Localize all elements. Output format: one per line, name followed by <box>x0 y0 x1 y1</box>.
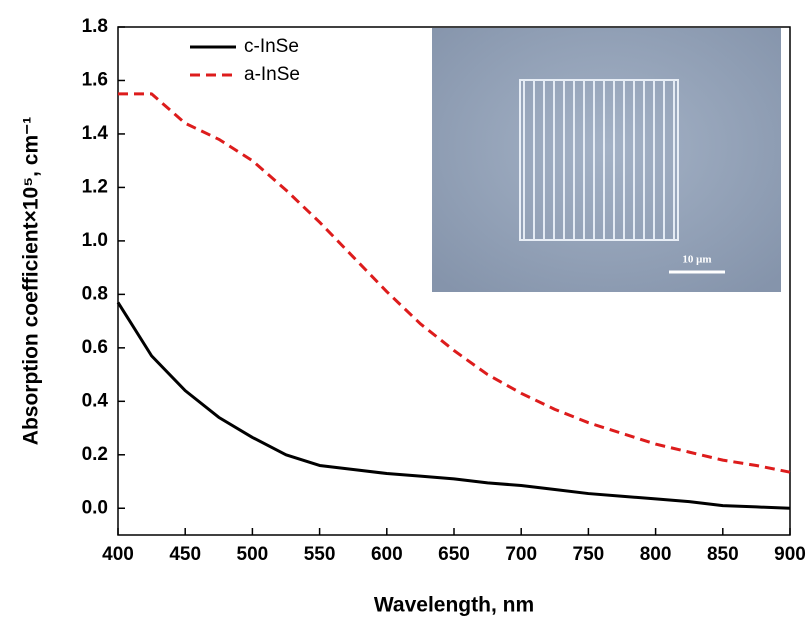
y-tick-label: 1.0 <box>82 230 108 251</box>
y-axis-label: Absorption coefficient×10⁵, cm⁻¹ <box>20 117 43 445</box>
y-tick-label: 0.8 <box>82 283 108 304</box>
micrograph <box>432 28 781 292</box>
y-tick-label: 1.8 <box>82 16 108 37</box>
y-tick-label: 1.6 <box>82 69 108 90</box>
y-tick-label: 1.4 <box>82 123 109 144</box>
x-tick-label: 650 <box>438 544 470 565</box>
x-tick-label: 600 <box>371 544 403 565</box>
x-tick-label: 700 <box>505 544 537 565</box>
y-tick-label: 0.2 <box>82 444 108 465</box>
y-tick-label: 0.6 <box>82 337 108 358</box>
pattern-stripes <box>523 80 675 240</box>
scale-label: 10 μm <box>682 254 711 266</box>
inset-image: 10 μm <box>432 28 781 292</box>
pattern-frame <box>519 79 679 241</box>
x-axis-label: Wavelength, nm <box>374 594 534 617</box>
x-tick-label: 400 <box>102 544 134 565</box>
x-tick-label: 750 <box>573 544 605 565</box>
y-tick-label: 1.2 <box>82 176 108 197</box>
x-tick-label: 500 <box>237 544 269 565</box>
x-tick-label: 850 <box>707 544 739 565</box>
y-tick-label: 0.0 <box>82 497 108 518</box>
y-tick-label: 0.4 <box>82 390 109 411</box>
series-line <box>116 301 791 510</box>
x-tick-label: 800 <box>640 544 672 565</box>
x-tick-label: 450 <box>169 544 201 565</box>
legend-label: c-InSe <box>244 36 299 57</box>
series-line <box>118 92 791 474</box>
x-tick-label: 550 <box>304 544 336 565</box>
x-tick-label: 900 <box>774 544 806 565</box>
legend-label: a-InSe <box>244 64 300 85</box>
